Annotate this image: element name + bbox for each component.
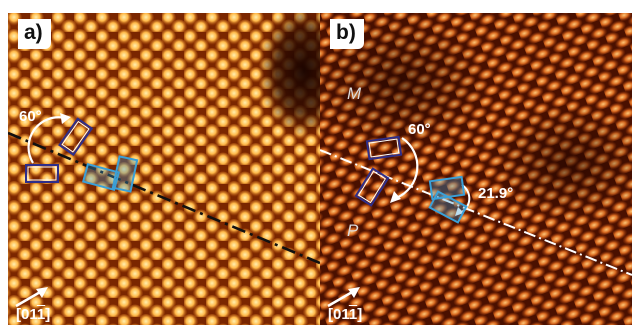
direction-label-a: [011] bbox=[16, 306, 51, 323]
molecule-outline-horizontal bbox=[25, 164, 59, 183]
panel-label-b: b) bbox=[330, 19, 364, 49]
panel-label-a: a) bbox=[18, 19, 51, 49]
rotation-arc bbox=[27, 116, 66, 164]
molecule-outline-horizontal bbox=[365, 135, 403, 161]
rotation-arc bbox=[395, 137, 419, 200]
direction-arrow bbox=[15, 289, 43, 308]
stm-image-panel-b: b) M P 60° 21.9° [011] bbox=[320, 13, 632, 325]
molecule-blue-horizontal bbox=[81, 162, 121, 192]
molecule-blue-bottom bbox=[428, 190, 468, 224]
arc-arrowhead-icon bbox=[60, 113, 71, 124]
stm-image-a bbox=[8, 13, 320, 325]
angle-label-b: 60° bbox=[408, 121, 431, 138]
phase-label-m: M bbox=[347, 84, 362, 103]
domain-boundary-line bbox=[320, 149, 632, 276]
direction-label-b: [011] bbox=[328, 306, 363, 323]
dark-defect-region bbox=[258, 13, 320, 139]
direction-arrowhead-icon bbox=[36, 287, 48, 298]
stm-image-b bbox=[320, 13, 632, 325]
domain-boundary-line bbox=[8, 131, 320, 265]
stm-image-panel-a: a) 60° [011] bbox=[8, 13, 320, 325]
angle-label-b2: 21.9° bbox=[478, 185, 514, 202]
molecule-outline-rotated bbox=[58, 117, 94, 157]
arc-arrowhead-icon bbox=[390, 191, 401, 203]
molecule-outline-rotated bbox=[354, 167, 390, 207]
phase-label-p: P bbox=[347, 221, 359, 240]
molecule-blue-vertical bbox=[111, 155, 139, 193]
direction-arrowhead-icon bbox=[348, 287, 360, 298]
angle-label-a: 60° bbox=[19, 108, 42, 125]
direction-arrow bbox=[327, 289, 355, 308]
